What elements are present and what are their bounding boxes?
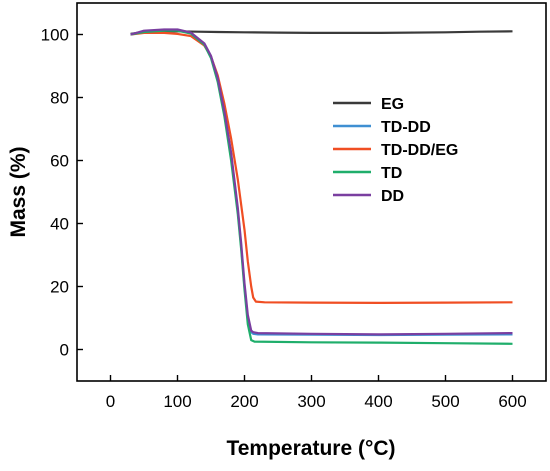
series-line-dd <box>130 28 513 336</box>
series-line-td-dd <box>130 28 513 337</box>
x-tick-label: 500 <box>431 392 459 411</box>
series-layer <box>130 28 513 345</box>
y-tick-label: 0 <box>60 341 69 360</box>
legend-label: TD-DD <box>381 119 431 136</box>
y-tick-label: 60 <box>50 152 69 171</box>
legend-label: DD <box>381 188 404 205</box>
legend-label: TD-DD/EG <box>381 142 458 159</box>
x-tick-label: 400 <box>364 392 392 411</box>
series-line-td <box>130 29 513 345</box>
x-tick-label: 200 <box>230 392 258 411</box>
x-axis-title: Temperature (°C) <box>226 437 395 460</box>
x-tick-label: 600 <box>498 392 526 411</box>
y-tick-label: 20 <box>50 278 69 297</box>
series-line-td-dd-eg <box>130 31 513 304</box>
x-tick-label: 300 <box>297 392 325 411</box>
legend-label: EG <box>381 96 404 113</box>
y-axis-title: Mass (%) <box>7 146 30 237</box>
legend: EG TD-DD TD-DD/EG TD DD <box>333 96 458 205</box>
x-tick-label: 100 <box>163 392 191 411</box>
plot-frame <box>76 2 547 382</box>
y-tick-label: 40 <box>50 215 69 234</box>
x-tick-label: 0 <box>106 392 115 411</box>
y-tick-label: 80 <box>50 89 69 108</box>
legend-label: TD <box>381 165 402 182</box>
y-tick-label: 100 <box>41 26 69 45</box>
axis-ticks: 0 100 200 300 400 500 600 0 20 40 60 80 100 <box>41 26 527 412</box>
